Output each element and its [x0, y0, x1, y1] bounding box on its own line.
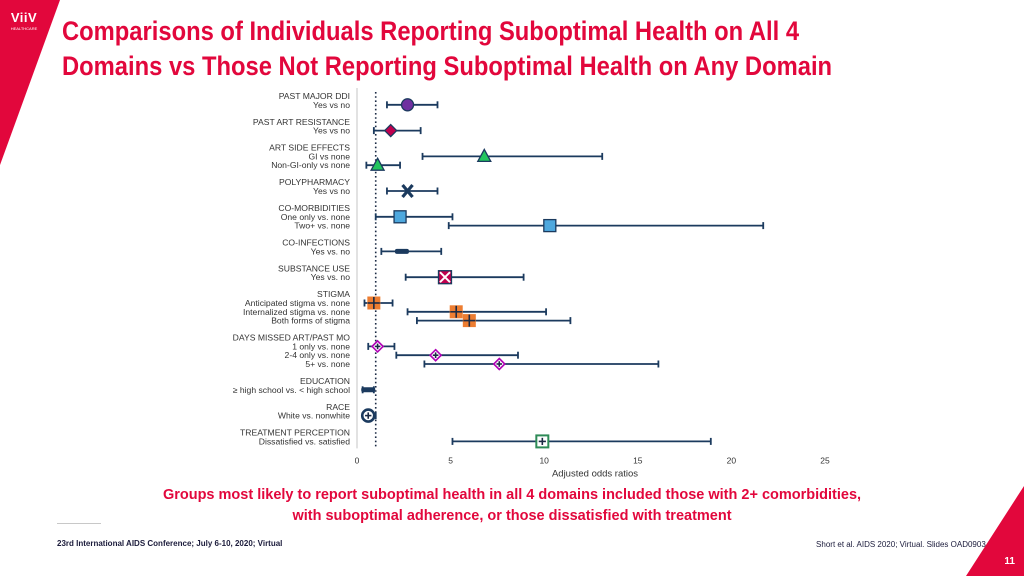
row-label: GI vs none	[308, 151, 350, 161]
point-estimate-triangle	[476, 148, 492, 163]
point-estimate-dash	[394, 248, 409, 254]
page-title-line-2: Domains vs Those Not Reporting Suboptima…	[62, 51, 833, 81]
row-label: Anticipated stigma vs. none	[245, 298, 350, 308]
point-estimate-circle	[400, 98, 415, 112]
row-label: Internalized stigma vs. none	[243, 307, 350, 317]
row-label: Yes vs. no	[311, 246, 351, 256]
row-label: White vs. nonwhite	[278, 411, 350, 421]
row-label: Two+ vs. none	[294, 221, 350, 231]
row-label: Yes vs no	[313, 100, 350, 110]
page-title: Comparisons of Individuals Reporting Sub…	[62, 14, 832, 84]
row-label: Yes vs no	[313, 186, 350, 196]
group-label: PAST MAJOR DDI	[279, 91, 350, 101]
page-number: 11	[1004, 556, 1015, 567]
x-tick-label: 20	[727, 455, 737, 465]
group-label: STIGMA	[317, 289, 350, 299]
group-label: SUBSTANCE USE	[278, 263, 350, 273]
x-tick-label: 10	[539, 455, 549, 465]
group-label: RACE	[326, 402, 350, 412]
conference-citation: 23rd International AIDS Conference; July…	[57, 539, 283, 548]
logo-subtext: HEALTHCARE	[10, 26, 38, 31]
row-label: Yes vs no	[313, 126, 350, 136]
source-citation: Short et al. AIDS 2020; Virtual. Slides …	[816, 540, 988, 549]
row-label: 1 only vs. none	[292, 341, 350, 351]
group-label: CO-MORBIDITIES	[278, 203, 350, 213]
row-label: Yes vs. no	[311, 272, 351, 282]
footer-divider	[57, 523, 101, 524]
x-tick-label: 25	[820, 455, 830, 465]
x-tick-label: 15	[633, 455, 643, 465]
row-label: Both forms of stigma	[271, 316, 350, 326]
point-estimate-x-b	[439, 271, 451, 283]
point-estimate-triangle	[370, 156, 386, 171]
group-label: CO-INFECTIONS	[282, 238, 350, 248]
logo-text: ViiV	[10, 10, 38, 25]
conclusion-line-1: Groups most likely to report suboptimal …	[162, 487, 862, 503]
group-label: ART SIDE EFFECTS	[269, 143, 350, 153]
conclusion-line-2: with suboptimal adherence, or those diss…	[292, 508, 732, 524]
row-label: One only vs. none	[281, 212, 350, 222]
point-estimate-square	[543, 218, 557, 233]
point-estimate-x-b	[401, 183, 414, 199]
x-axis-title: Adjusted odds ratios	[552, 468, 638, 479]
x-tick-label: 5	[448, 455, 453, 465]
point-estimate-dash	[361, 387, 376, 393]
group-label: EDUCATION	[300, 376, 350, 386]
point-estimate-square	[393, 210, 407, 224]
point-estimate-diamond	[383, 123, 398, 138]
row-label: 2-4 only vs. none	[285, 350, 351, 360]
row-label: ≥ high school vs. < high school	[233, 385, 350, 395]
group-label: PAST ART RESISTANCE	[253, 117, 350, 127]
row-label: Non-GI-only vs none	[271, 160, 350, 170]
x-tick-label: 0	[355, 455, 360, 465]
row-label: 5+ vs. none	[305, 359, 350, 369]
group-label: TREATMENT PERCEPTION	[240, 428, 350, 438]
viiv-logo: ViiV HEALTHCARE	[4, 10, 44, 31]
group-label: POLYPHARMACY	[279, 177, 350, 187]
page-title-line-1: Comparisons of Individuals Reporting Sub…	[62, 16, 800, 46]
row-label: Dissatisfied vs. satisfied	[259, 436, 350, 446]
conclusion-text: Groups most likely to report suboptimal …	[0, 485, 1024, 527]
group-label: DAYS MISSED ART/PAST MO	[233, 333, 351, 343]
